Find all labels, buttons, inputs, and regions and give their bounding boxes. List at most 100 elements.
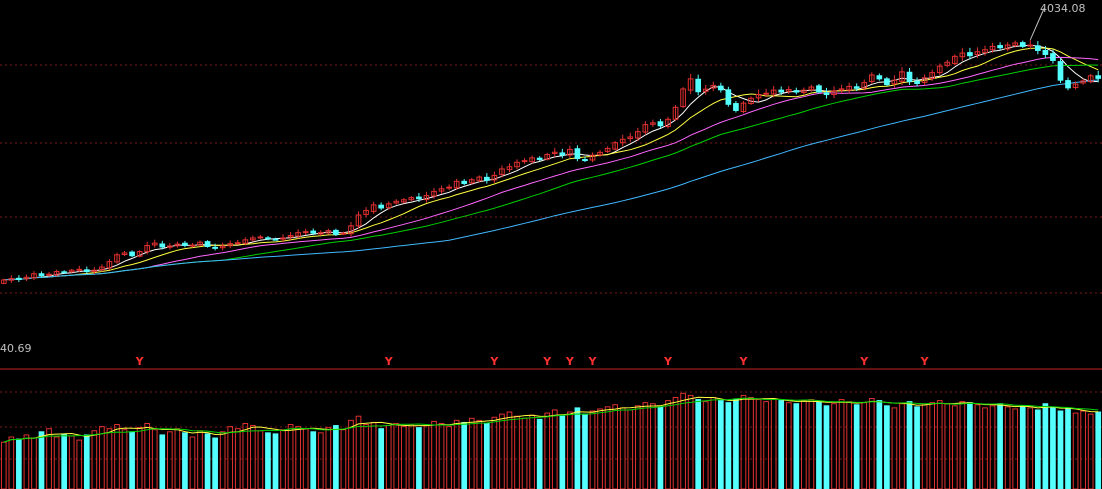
candlestick xyxy=(733,100,739,113)
candle-body xyxy=(219,245,226,249)
volume-bar xyxy=(521,417,528,489)
candle-body xyxy=(408,197,415,201)
candle-body xyxy=(929,72,936,80)
volume-bar xyxy=(770,398,777,489)
volume-bar xyxy=(838,399,845,489)
volume-bar xyxy=(219,431,226,489)
volume-bar xyxy=(166,431,173,489)
candle-body xyxy=(672,106,679,120)
candlestick xyxy=(876,73,883,81)
volume-bar xyxy=(182,432,188,489)
candle-body xyxy=(597,151,603,156)
candle-body xyxy=(355,214,362,227)
candlestick xyxy=(801,87,807,95)
candle-body xyxy=(446,186,452,189)
candle-body xyxy=(997,45,1003,49)
volume-bar xyxy=(1027,407,1034,489)
volume-bar xyxy=(672,396,679,489)
candlestick xyxy=(695,74,702,96)
candle-body xyxy=(604,147,611,152)
candlestick xyxy=(16,275,22,283)
candle-body xyxy=(129,251,135,257)
candle-body xyxy=(884,78,890,86)
candlestick xyxy=(250,235,256,242)
candle-body xyxy=(1065,80,1071,89)
volume-bar xyxy=(891,407,898,489)
candle-body xyxy=(695,78,702,93)
candlestick xyxy=(657,118,664,129)
volume-bar xyxy=(23,434,30,489)
volume-bar xyxy=(959,401,966,489)
candlestick xyxy=(936,63,943,75)
candle-body xyxy=(740,102,747,113)
candlestick xyxy=(823,87,830,99)
candle-body xyxy=(657,121,664,127)
candle-body xyxy=(589,154,596,161)
candle-body xyxy=(16,277,22,280)
candle-body xyxy=(197,241,203,246)
candlestick xyxy=(1019,40,1026,49)
signal-marker: Y xyxy=(542,355,552,368)
candlestick xyxy=(906,67,913,85)
candlestick xyxy=(8,275,15,283)
candlestick xyxy=(770,85,777,98)
candle-body xyxy=(861,82,868,89)
volume-bar xyxy=(801,400,807,489)
volume-bar xyxy=(378,428,385,489)
signal-marker: Y xyxy=(384,355,394,368)
candlestick xyxy=(1050,49,1056,64)
volume-bar xyxy=(242,422,249,489)
candle-body xyxy=(1042,49,1049,55)
signal-marker: Y xyxy=(135,355,145,368)
volume-bar xyxy=(0,441,7,489)
volume-bar xyxy=(61,433,67,489)
candle-body xyxy=(302,231,309,234)
volume-bar xyxy=(468,417,475,489)
volume-bar xyxy=(710,396,717,489)
volume-bar xyxy=(151,429,158,489)
candlestick xyxy=(506,163,513,173)
candle-body xyxy=(174,243,181,247)
candlestick xyxy=(23,274,30,282)
lower-panel-value-label: 40.69 xyxy=(0,342,32,355)
volume-bar xyxy=(604,406,611,489)
candle-body xyxy=(491,174,498,181)
candle-body xyxy=(559,152,566,156)
volume-bar xyxy=(634,405,641,489)
candle-body xyxy=(234,242,241,245)
candlestick xyxy=(793,87,800,95)
candlestick xyxy=(416,192,422,202)
candlestick xyxy=(431,187,437,199)
volume-average-lines xyxy=(3,396,1099,443)
candle-body xyxy=(242,239,249,244)
candlestick xyxy=(295,229,301,239)
candlestick xyxy=(61,270,67,274)
candlestick xyxy=(551,147,558,158)
candle-body xyxy=(416,196,422,200)
candlestick xyxy=(740,100,747,114)
candlestick xyxy=(83,266,90,275)
candlestick xyxy=(408,196,415,201)
volume-bar xyxy=(982,407,988,489)
ma60-line xyxy=(3,79,1099,281)
candlestick xyxy=(302,228,309,235)
volume-bar xyxy=(250,425,256,489)
candle-body xyxy=(733,103,739,111)
volume-bar xyxy=(491,416,498,489)
volume-bar xyxy=(725,402,732,489)
signal-marker: Y xyxy=(588,355,598,368)
volume-bar xyxy=(831,403,837,489)
candlestick xyxy=(529,155,535,164)
volume-bar xyxy=(936,400,943,489)
candlestick xyxy=(317,230,324,236)
volume-bar xyxy=(597,408,603,489)
candlestick xyxy=(944,59,951,68)
signal-marker: Y xyxy=(565,355,575,368)
candlestick xyxy=(755,89,762,102)
candlestick xyxy=(121,250,128,257)
volume-bar xyxy=(136,427,143,489)
candle-body xyxy=(1019,42,1026,47)
candlestick xyxy=(1042,46,1049,58)
candlestick xyxy=(1057,58,1064,83)
